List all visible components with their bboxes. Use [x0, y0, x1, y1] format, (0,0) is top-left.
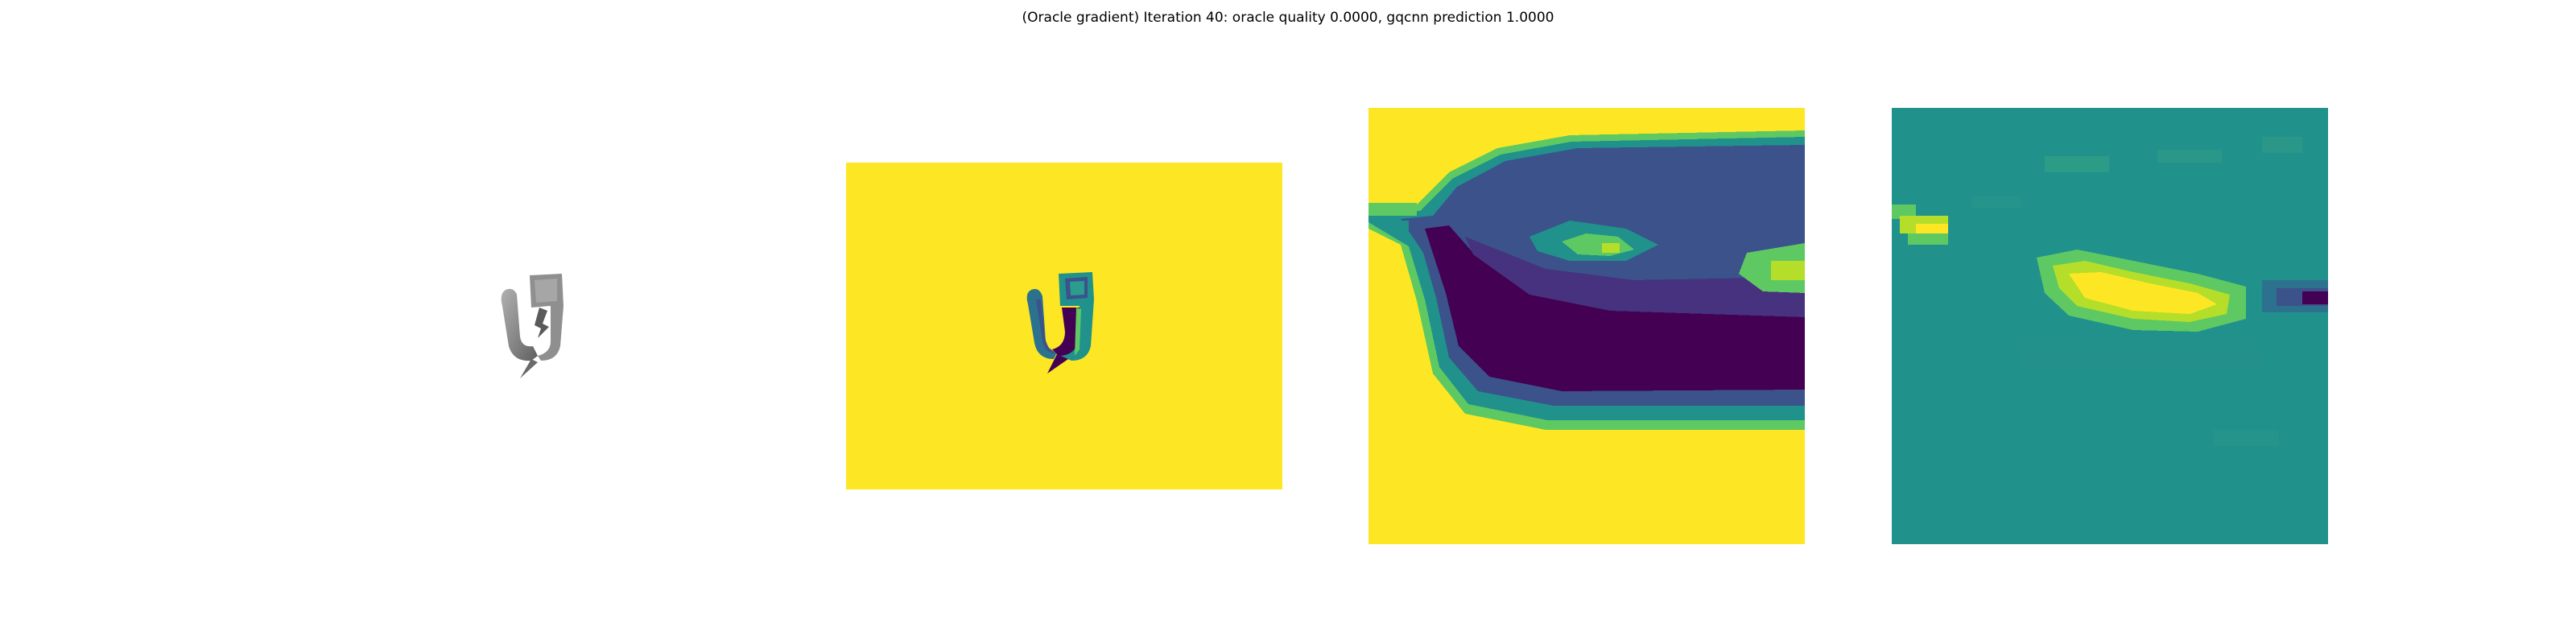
- figure-title: (Oracle gradient) Iteration 40: oracle q…: [1022, 10, 1554, 26]
- gradient-map-image: [1892, 108, 2328, 544]
- depth-crop-panel: [1368, 108, 1805, 544]
- depth-image-panel: [846, 163, 1282, 489]
- depth-image: [846, 163, 1282, 489]
- rendered-object-image: [501, 274, 564, 378]
- rendered-object-panel: [473, 258, 602, 394]
- depth-crop-image: [1368, 108, 1805, 544]
- gradient-map-panel: [1892, 108, 2328, 544]
